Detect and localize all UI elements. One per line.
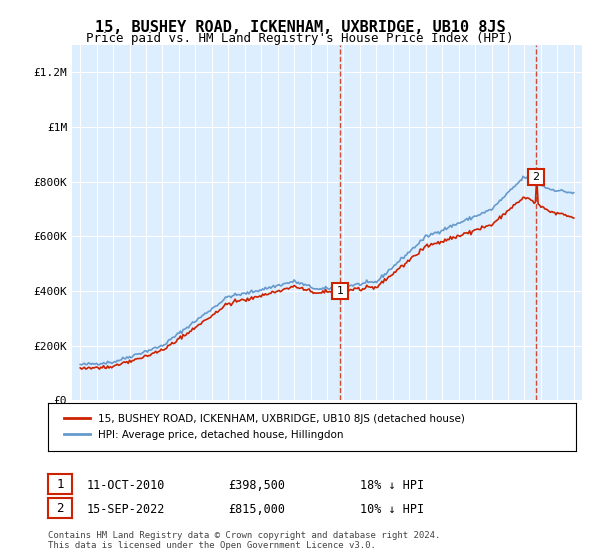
Text: 1: 1 <box>337 286 343 296</box>
Text: 10% ↓ HPI: 10% ↓ HPI <box>360 503 424 516</box>
Text: 18% ↓ HPI: 18% ↓ HPI <box>360 479 424 492</box>
Text: 15-SEP-2022: 15-SEP-2022 <box>87 503 166 516</box>
Text: 1: 1 <box>56 478 64 491</box>
Text: 2: 2 <box>533 172 539 183</box>
Legend: 15, BUSHEY ROAD, ICKENHAM, UXBRIDGE, UB10 8JS (detached house), HPI: Average pri: 15, BUSHEY ROAD, ICKENHAM, UXBRIDGE, UB1… <box>58 409 470 445</box>
Text: Price paid vs. HM Land Registry's House Price Index (HPI): Price paid vs. HM Land Registry's House … <box>86 32 514 45</box>
Text: 2: 2 <box>56 502 64 515</box>
Text: Contains HM Land Registry data © Crown copyright and database right 2024.
This d: Contains HM Land Registry data © Crown c… <box>48 530 440 550</box>
Text: £398,500: £398,500 <box>228 479 285 492</box>
Text: £815,000: £815,000 <box>228 503 285 516</box>
Text: 15, BUSHEY ROAD, ICKENHAM, UXBRIDGE, UB10 8JS: 15, BUSHEY ROAD, ICKENHAM, UXBRIDGE, UB1… <box>95 20 505 35</box>
Text: 11-OCT-2010: 11-OCT-2010 <box>87 479 166 492</box>
